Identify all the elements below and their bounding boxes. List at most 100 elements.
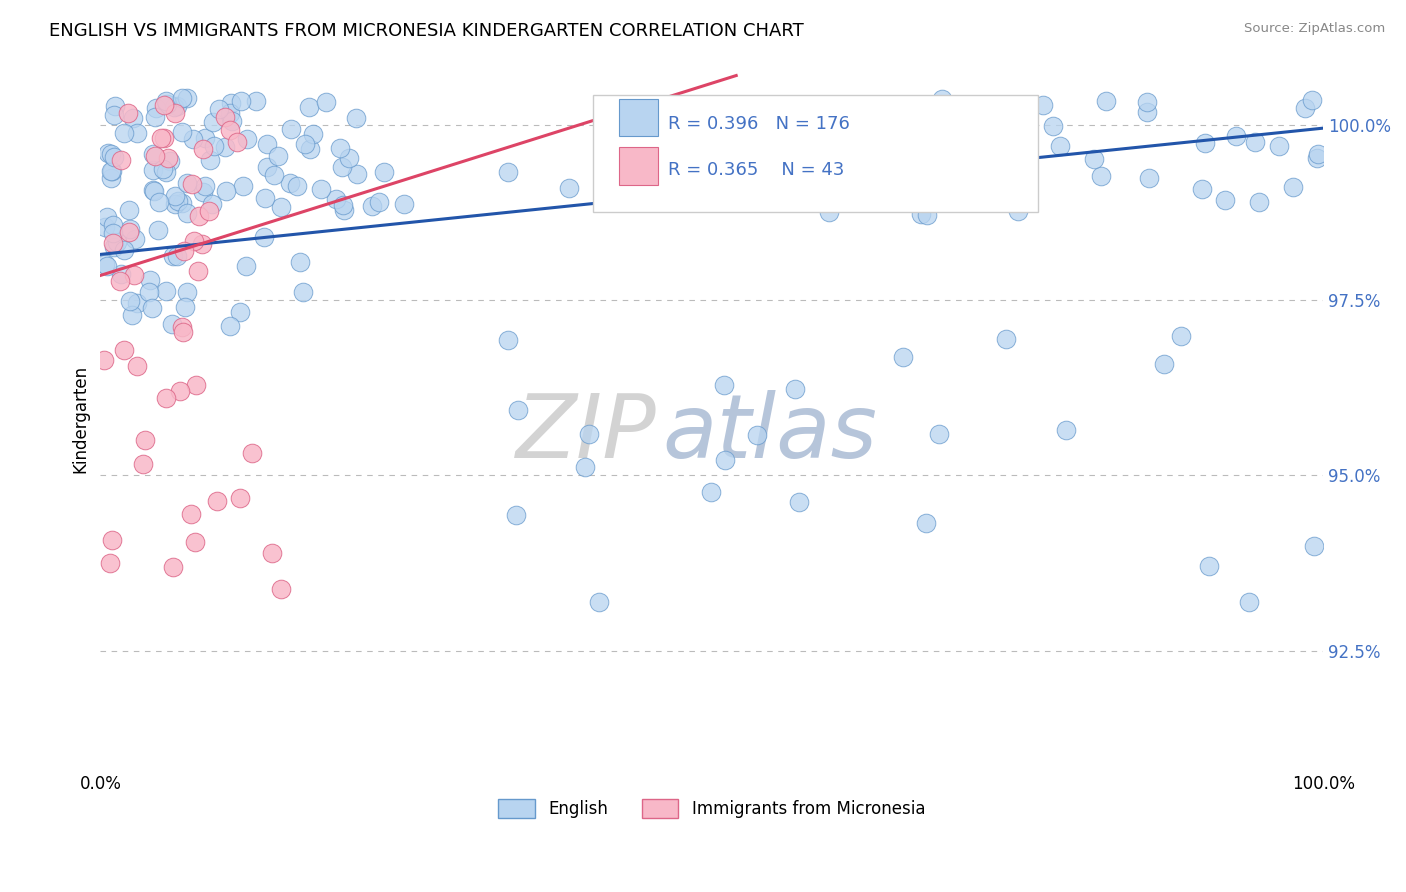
Point	[1244, 135, 1267, 149]
Point	[232, 178, 254, 193]
Point	[1042, 120, 1064, 134]
Text: ZIP: ZIP	[516, 391, 657, 476]
Point	[745, 428, 768, 442]
Point	[995, 332, 1018, 346]
Point	[270, 582, 292, 597]
Point	[93, 220, 115, 235]
Point	[194, 178, 217, 193]
Point	[294, 136, 316, 151]
Point	[101, 235, 124, 250]
Point	[280, 122, 302, 136]
Point	[114, 244, 136, 258]
Point	[148, 195, 170, 210]
Point	[280, 177, 302, 191]
Point	[176, 91, 198, 105]
Point	[188, 210, 211, 224]
Point	[166, 249, 188, 263]
Point	[1198, 558, 1220, 573]
Point	[960, 166, 983, 180]
Point	[156, 97, 179, 112]
Point	[311, 182, 333, 196]
Point	[122, 268, 145, 283]
Point	[263, 168, 285, 182]
Point	[810, 134, 832, 148]
Point	[713, 378, 735, 392]
Point	[118, 203, 141, 218]
Point	[103, 218, 125, 232]
Point	[290, 254, 312, 268]
Point	[149, 131, 172, 145]
Point	[162, 559, 184, 574]
Text: Source: ZipAtlas.com: Source: ZipAtlas.com	[1244, 22, 1385, 36]
Point	[1170, 329, 1192, 343]
Point	[910, 207, 932, 221]
Point	[783, 382, 806, 396]
Point	[142, 183, 165, 197]
Point	[1247, 194, 1270, 209]
Point	[134, 433, 156, 447]
Point	[1282, 180, 1305, 194]
Point	[172, 325, 194, 339]
Point	[202, 115, 225, 129]
Point	[152, 161, 174, 176]
Point	[98, 556, 121, 570]
Point	[914, 153, 936, 167]
Point	[998, 165, 1021, 179]
Legend: English, Immigrants from Micronesia: English, Immigrants from Micronesia	[492, 792, 932, 825]
Point	[186, 264, 208, 278]
Point	[1136, 95, 1159, 109]
Point	[176, 206, 198, 220]
Point	[180, 507, 202, 521]
Point	[181, 132, 204, 146]
Point	[1267, 139, 1289, 153]
Point	[139, 273, 162, 287]
Point	[105, 235, 128, 249]
Point	[1303, 540, 1326, 554]
Point	[208, 102, 231, 116]
Point	[787, 495, 810, 509]
Point	[496, 165, 519, 179]
Point	[166, 99, 188, 113]
Point	[229, 491, 252, 505]
Point	[170, 125, 193, 139]
Point	[118, 222, 141, 236]
Point	[96, 210, 118, 224]
Point	[235, 259, 257, 273]
Point	[148, 223, 170, 237]
Point	[967, 164, 990, 178]
Point	[997, 170, 1019, 185]
Point	[141, 301, 163, 316]
Point	[101, 226, 124, 240]
Point	[160, 318, 183, 332]
Text: R = 0.365    N = 43: R = 0.365 N = 43	[668, 161, 844, 178]
Point	[100, 170, 122, 185]
Point	[329, 141, 352, 155]
Point	[103, 108, 125, 122]
Point	[1137, 171, 1160, 186]
Point	[1054, 423, 1077, 437]
Point	[252, 230, 274, 244]
Point	[1225, 129, 1247, 144]
Point	[194, 130, 217, 145]
Point	[245, 95, 267, 109]
Point	[110, 153, 132, 167]
Point	[1094, 94, 1116, 108]
Point	[191, 142, 214, 156]
Point	[163, 100, 186, 114]
Point	[373, 165, 395, 179]
Point	[173, 244, 195, 258]
Point	[928, 426, 950, 441]
Point	[1032, 97, 1054, 112]
Point	[215, 185, 238, 199]
Point	[228, 305, 250, 319]
Point	[163, 189, 186, 203]
Point	[240, 446, 263, 460]
Point	[214, 110, 236, 124]
Point	[118, 225, 141, 239]
Point	[256, 160, 278, 174]
Point	[1083, 152, 1105, 166]
Point	[1049, 139, 1071, 153]
Point	[330, 160, 353, 174]
Point	[193, 185, 215, 199]
Point	[143, 110, 166, 124]
